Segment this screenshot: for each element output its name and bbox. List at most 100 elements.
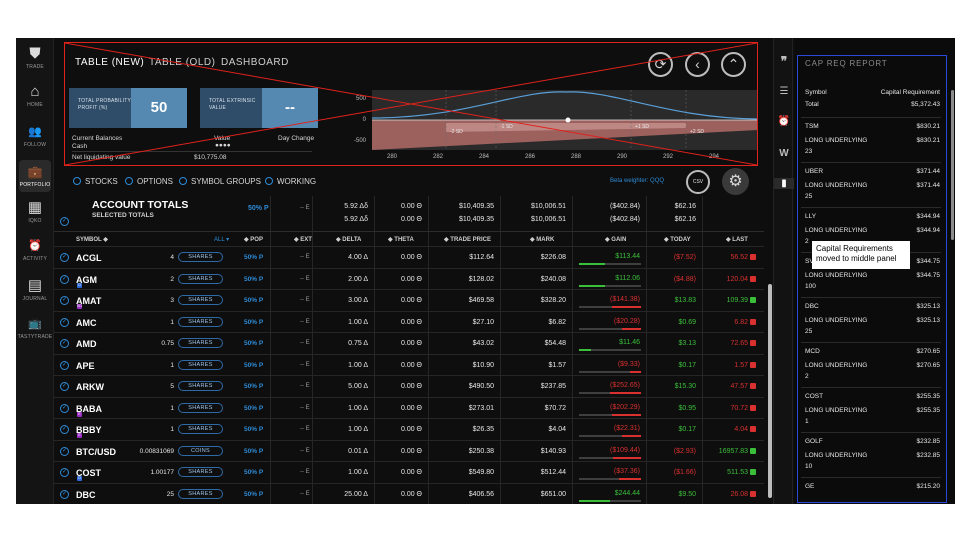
table-row[interactable]: ✓ ARKW 5 SHARES 50% P -- E 5.00 Δ 0.00 Θ $490.50…: [54, 375, 764, 396]
cash-value: ●●●●: [215, 142, 231, 149]
symbol[interactable]: ARKW: [76, 382, 104, 392]
nav-journal[interactable]: ▤ JOURNAL: [16, 278, 54, 303]
row-checkbox[interactable]: ✓: [60, 274, 69, 284]
symbol[interactable]: AMC: [76, 317, 97, 328]
instrument-type-pill[interactable]: SHARES: [178, 402, 223, 413]
instrument-type-pill[interactable]: SHARES: [178, 338, 223, 348]
table-row[interactable]: ✓ ACGL 4 SHARES 50% P -- E 4.00 Δ 0.00 Θ $112.64…: [54, 246, 764, 267]
row-checkbox[interactable]: ✓: [60, 446, 69, 456]
row-checkbox[interactable]: ✓: [60, 425, 69, 434]
row-checkbox[interactable]: ✓: [60, 317, 69, 327]
tab-dashboard[interactable]: DASHBOARD: [221, 57, 289, 68]
symbol[interactable]: AMAT: [76, 296, 102, 306]
quote-icon[interactable]: ❞: [780, 54, 788, 68]
table-row[interactable]: ✓ BABA E 1 SHARES 50% P -- E 1.00 Δ 0.00 Θ $273.0…: [54, 396, 764, 418]
table-row[interactable]: ✓ APE 1 SHARES 50% P -- E 1.00 Δ 0.00 Θ $10.90 $1…: [54, 353, 764, 375]
table-row[interactable]: ✓ DBC 25 SHARES 50% P -- E 25.00 Δ 0.00 Θ $406.5…: [54, 482, 764, 504]
alarm-icon[interactable]: ⏰: [777, 116, 791, 127]
col-theta[interactable]: ◆ THETA: [388, 237, 414, 243]
col-pop[interactable]: ◆ POP: [244, 237, 263, 243]
instrument-type-pill[interactable]: SHARES: [178, 424, 223, 434]
symbol[interactable]: AMD: [76, 339, 97, 349]
cap-symbol-row[interactable]: GOLF $232.85: [805, 438, 940, 445]
cap-symbol-row[interactable]: UBER $371.44: [805, 168, 940, 175]
nav-trade[interactable]: ⛊ TRADE: [16, 46, 54, 71]
symbol[interactable]: BBBY: [76, 425, 102, 435]
cap-req-header: Capital Requirement: [880, 89, 940, 96]
instrument-type-pill[interactable]: SHARES: [178, 488, 223, 499]
instrument-type-pill[interactable]: SHARES: [178, 316, 223, 327]
cap-symbol-row[interactable]: GE $215.20: [805, 483, 940, 490]
cap-symbol-row[interactable]: LLY $344.94: [805, 213, 940, 220]
filter-stocks[interactable]: STOCKS: [73, 177, 118, 186]
settings-button[interactable]: ⚙: [722, 168, 749, 195]
nav-iqko[interactable]: ▦ IQKO: [16, 200, 54, 225]
table-row[interactable]: ✓ AMD 0.75 SHARES 50% P -- E 0.75 Δ 0.00 Θ $43.0…: [54, 332, 764, 353]
col-trade-price[interactable]: ◆ TRADE PRICE: [444, 237, 491, 243]
gain-value: ($202.29): [610, 403, 640, 411]
symbol[interactable]: ACGL: [76, 253, 102, 263]
collapse-button[interactable]: ⌃: [721, 52, 746, 77]
refresh-button[interactable]: ⟳: [648, 52, 673, 77]
symbol[interactable]: BTC/USD: [76, 446, 116, 457]
symbol[interactable]: AGM: [76, 274, 97, 285]
symbol[interactable]: DBC: [76, 489, 96, 500]
filter-symbol-groups[interactable]: SYMBOL GROUPS: [179, 177, 261, 186]
tab-table-old[interactable]: TABLE (OLD): [149, 57, 216, 68]
col-all-dropdown[interactable]: ALL ▾: [214, 237, 230, 243]
total-label: Total: [805, 101, 819, 108]
symbol[interactable]: COST: [76, 468, 102, 478]
nav-follow[interactable]: 👥 FOLLOW: [16, 124, 54, 148]
table-row[interactable]: ✓ COST D 1.00177 SHARES 50% P -- E 1.00 Δ 0.00 Θ…: [54, 461, 764, 482]
table-scrollbar[interactable]: [768, 284, 772, 498]
col-ext[interactable]: ◆ EXT: [294, 237, 312, 243]
row-checkbox[interactable]: ✓: [60, 296, 69, 305]
csv-button[interactable]: CSV: [686, 170, 710, 194]
instrument-type-pill[interactable]: SHARES: [178, 381, 223, 391]
row-checkbox[interactable]: ✓: [60, 403, 69, 413]
beta-weighter[interactable]: Beta weighter: QQQ: [610, 178, 665, 184]
cap-symbol-row[interactable]: DBC $325.13: [805, 303, 940, 310]
col-symbol[interactable]: SYMBOL ◆: [76, 237, 108, 243]
row-checkbox[interactable]: ✓: [60, 382, 69, 391]
symbol[interactable]: BABA: [76, 403, 102, 414]
cap-symbol-row[interactable]: MCD $270.65: [805, 348, 940, 355]
nav-portfolio[interactable]: 💼 PORTFOLIO: [19, 160, 51, 192]
instrument-type-pill[interactable]: SHARES: [178, 467, 223, 477]
col-last[interactable]: ◆ LAST: [726, 237, 748, 243]
col-mark[interactable]: ◆ MARK: [530, 237, 555, 243]
cap-panel-scrollbar[interactable]: [951, 90, 954, 240]
row-checkbox[interactable]: ✓: [60, 360, 69, 370]
instrument-type-pill[interactable]: COINS: [178, 445, 223, 456]
instrument-type-pill[interactable]: SHARES: [178, 252, 223, 262]
cap-symbol-row[interactable]: SV $344.75: [805, 258, 940, 265]
row-checkbox[interactable]: ✓: [60, 253, 69, 262]
row-checkbox[interactable]: ✓: [60, 339, 69, 348]
select-all-checkbox[interactable]: ✓: [60, 217, 69, 226]
table-row[interactable]: ✓ AMC 1 SHARES 50% P -- E 1.00 Δ 0.00 Θ $27.10 $6…: [54, 310, 764, 332]
nav-tastytrade[interactable]: 📺 TASTYTRADE: [16, 316, 54, 340]
instrument-type-pill[interactable]: SHARES: [178, 273, 223, 284]
report-icon[interactable]: ▮: [774, 178, 794, 189]
row-checkbox[interactable]: ✓: [60, 468, 69, 477]
cap-symbol-row[interactable]: TSM $830.21: [805, 123, 940, 130]
instrument-type-pill[interactable]: SHARES: [178, 295, 223, 305]
table-row[interactable]: ✓ BBBY E 1 SHARES 50% P -- E 1.00 Δ 0.00 Θ $26.35…: [54, 418, 764, 439]
row-checkbox[interactable]: ✓: [60, 489, 69, 499]
nav-home[interactable]: ⌂ HOME: [16, 84, 54, 109]
watchlist-icon[interactable]: W: [779, 148, 789, 159]
instrument-type-pill[interactable]: SHARES: [178, 359, 223, 370]
filter-working[interactable]: WORKING: [265, 177, 316, 186]
col-delta[interactable]: ◆ DELTA: [336, 237, 362, 243]
table-row[interactable]: ✓ AGM D 2 SHARES 50% P -- E 2.00 Δ 0.00 Θ $128.02…: [54, 267, 764, 289]
filter-options[interactable]: OPTIONS: [125, 177, 173, 186]
table-row[interactable]: ✓ BTC/USD 0.00831069 COINS 50% P -- E 0.01 Δ 0.…: [54, 439, 764, 461]
col-gain[interactable]: ◆ GAIN: [605, 237, 627, 243]
tab-table-new[interactable]: TABLE (NEW): [75, 57, 145, 68]
table-row[interactable]: ✓ AMAT ED 3 SHARES 50% P -- E 3.00 Δ 0.00 Θ $469.…: [54, 289, 764, 310]
col-today[interactable]: ◆ TODAY: [664, 237, 691, 243]
cap-symbol-row[interactable]: COST $255.35: [805, 393, 940, 400]
symbol[interactable]: APE: [76, 360, 95, 371]
list-icon[interactable]: ☰: [779, 86, 789, 97]
nav-activity[interactable]: ⏰ ACTIVITY: [16, 238, 54, 262]
